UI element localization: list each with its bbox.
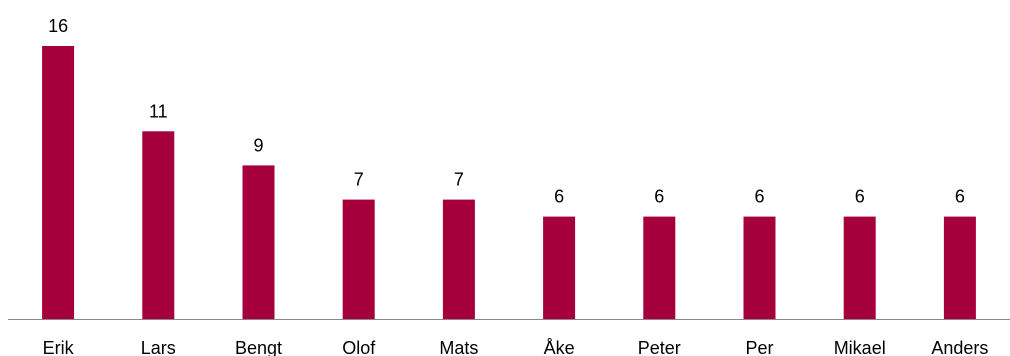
category-labels-group: Erik Lars Bengt Olof Mats Åke Peter Per Mikael An… <box>43 338 989 356</box>
category-label: Åke <box>544 338 575 356</box>
category-label: Mats <box>439 338 478 356</box>
bar-bengt <box>242 165 275 319</box>
bar-value-label: 11 <box>149 101 168 121</box>
bar-olof <box>342 199 375 319</box>
bar-value-label: 9 <box>253 135 263 155</box>
bar-lars <box>142 131 175 319</box>
category-label: Bengt <box>235 338 282 356</box>
bar-per <box>743 216 776 319</box>
bars-group <box>42 46 976 319</box>
bar-value-label: 7 <box>354 170 364 190</box>
bar-value-label: 6 <box>855 187 865 207</box>
bar-value-label: 6 <box>554 187 564 207</box>
bar-mats <box>442 199 475 319</box>
bar-anders <box>943 216 976 319</box>
category-label: Per <box>745 338 773 356</box>
category-label: Lars <box>141 338 176 356</box>
bar-erik <box>42 46 75 319</box>
category-label: Anders <box>931 338 988 356</box>
bar-value-label: 6 <box>955 187 965 207</box>
category-label: Peter <box>638 338 681 356</box>
category-label: Olof <box>342 338 376 356</box>
category-label: Erik <box>43 338 75 356</box>
bar-åke <box>543 216 576 319</box>
bar-value-label: 7 <box>454 170 464 190</box>
bar-peter <box>643 216 676 319</box>
bar-value-label: 6 <box>654 187 664 207</box>
bar-value-label: 6 <box>754 187 764 207</box>
bar-mikael <box>843 216 876 319</box>
value-labels-group: 16 11 9 7 7 6 6 6 6 6 <box>48 16 965 207</box>
category-label: Mikael <box>834 338 886 356</box>
bar-value-label: 16 <box>48 16 68 36</box>
